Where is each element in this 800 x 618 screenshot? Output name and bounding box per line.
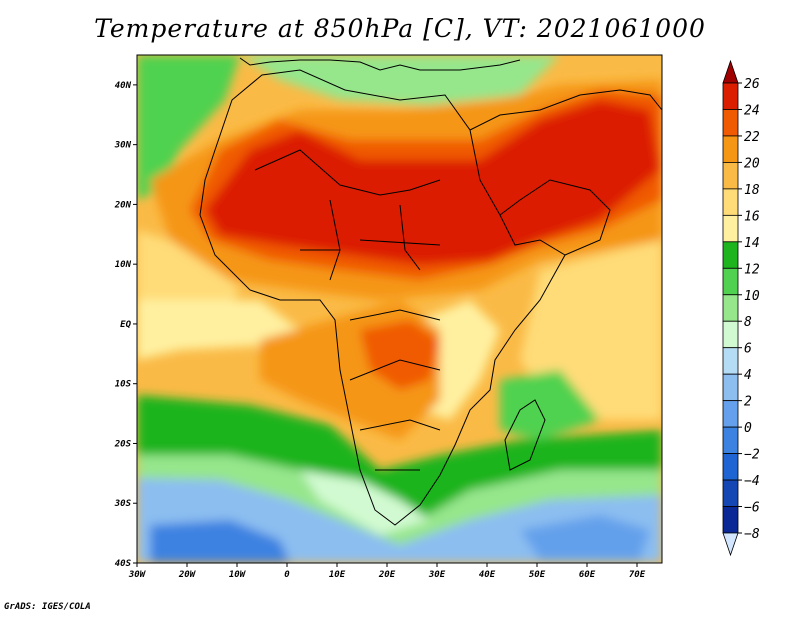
colorbar-label: 2: [744, 395, 752, 410]
temperature-field: [137, 55, 662, 563]
colorbar-label: 26: [744, 77, 760, 92]
colorbar-box: [722, 320, 739, 349]
colorbar-bottom-arrow: [722, 532, 739, 557]
colorbar-box: [722, 188, 739, 216]
cool-indian-ocean-west: [500, 370, 600, 440]
pale-band-south: [300, 470, 430, 535]
europe-coastline: [239, 57, 521, 71]
lon-tick-label: 10W: [229, 570, 247, 580]
plot-frame: [136, 54, 663, 564]
hot-congo-basin: [360, 320, 440, 390]
colorbar-box: [722, 82, 739, 110]
lon-tick-label: 40E: [479, 570, 496, 580]
lon-tick-label: 60E: [579, 570, 596, 580]
lon-tick-label: 30W: [128, 570, 147, 580]
lat-tick-label: 30S: [114, 499, 132, 509]
lon-tick-label: 20W: [178, 570, 197, 580]
colorbar-label: 22: [744, 130, 760, 145]
colorbar-label: 18: [744, 183, 760, 198]
arabia-coastline: [469, 89, 662, 256]
credit-label: GrADS: IGES/COLA: [4, 602, 91, 612]
colorbar-box: [722, 241, 739, 269]
lat-tick-label: 10N: [115, 260, 132, 270]
lat-tick-label: 30N: [114, 141, 132, 151]
lat-tick-label: 40S: [115, 559, 132, 569]
colorbar-box: [722, 506, 739, 534]
colorbar-box: [722, 162, 739, 190]
colorbar-box: [722, 135, 739, 163]
colorbar-label: −8: [744, 527, 760, 542]
lon-tick-label: 0: [284, 570, 290, 580]
colorbar-top-arrow: [722, 59, 739, 84]
map-title: Temperature at 850hPa [C], VT: 202106100…: [94, 14, 706, 43]
colorbar-label: 8: [744, 315, 752, 330]
coldest-south-west: [150, 520, 290, 563]
colorbar-box: [722, 347, 739, 375]
colorbar-label: 20: [744, 156, 760, 171]
africa-coastline: [199, 69, 566, 526]
colorbar-box: [722, 400, 739, 428]
colorbar-label: −2: [744, 448, 760, 463]
colorbar-box: [722, 426, 739, 454]
colorbar-box: [722, 214, 739, 243]
lat-tick-label: 20N: [114, 200, 132, 210]
colorbar-box: [722, 294, 739, 322]
mild-gulf-guinea: [137, 300, 300, 360]
colorbar-label: 12: [744, 262, 760, 277]
colorbar-label: 24: [744, 103, 760, 118]
lon-tick-label: 70E: [629, 570, 646, 580]
latitude-axis: 40N 30N 20N 10N EQ 10S 20S 30S 40S: [114, 81, 137, 569]
colorbar-label: −6: [744, 501, 760, 516]
cold-pool-southeast: [520, 515, 650, 560]
colorbar-box: [722, 453, 739, 481]
colorbar-box: [722, 109, 739, 137]
lat-tick-label: 40N: [115, 81, 132, 91]
colorbar-box: [722, 479, 739, 507]
colorbar-label: 0: [744, 421, 752, 436]
coastlines: [199, 57, 662, 526]
colorbar-label: 6: [744, 342, 752, 357]
lat-tick-label: 10S: [115, 380, 132, 390]
lon-tick-label: 20E: [378, 570, 396, 580]
colorbar-box: [722, 267, 739, 296]
cool-northwest-atlantic: [137, 55, 240, 200]
colorbar-label: 16: [744, 209, 760, 224]
lat-tick-label: 20S: [114, 439, 132, 449]
longitude-axis: 30W 20W 10W 0 10E 20E 30E 40E 50E 60E 70E: [128, 563, 646, 580]
colorbar-label: −4: [744, 474, 760, 489]
madagascar-coastline: [504, 399, 546, 471]
lon-tick-label: 50E: [529, 570, 546, 580]
lat-tick-label: EQ: [120, 320, 131, 330]
colorbar-label: 4: [744, 368, 752, 383]
internal-borders: [254, 149, 441, 471]
lon-tick-label: 30E: [428, 570, 446, 580]
colorbar-box: [722, 373, 739, 402]
lon-tick-label: 10E: [329, 570, 346, 580]
colorbar-label: 10: [744, 289, 760, 304]
colorbar-label: 14: [744, 236, 760, 251]
